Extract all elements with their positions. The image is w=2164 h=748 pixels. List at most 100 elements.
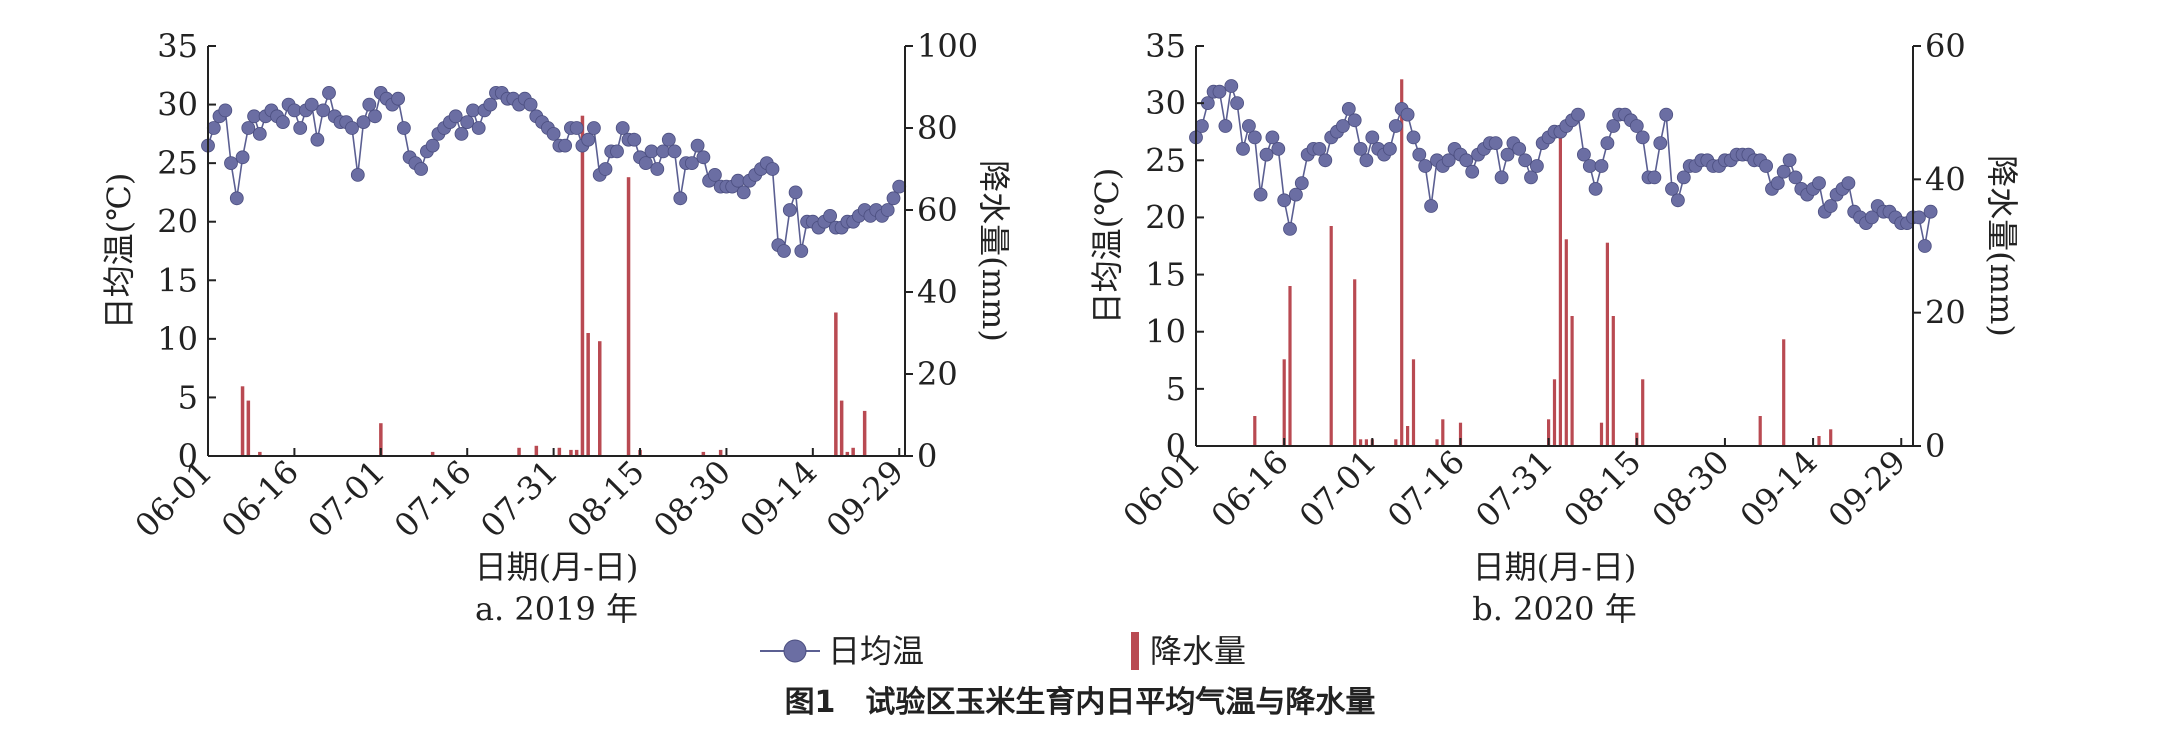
temperature-point bbox=[1359, 153, 1374, 168]
temperature-point bbox=[414, 162, 429, 176]
rain-bar bbox=[1364, 439, 1368, 446]
rain-bar bbox=[580, 115, 585, 456]
rain-bar bbox=[701, 451, 706, 456]
temperature-point bbox=[1647, 170, 1662, 185]
temperature-point bbox=[1500, 147, 1515, 162]
temperature-point bbox=[1776, 164, 1791, 179]
temperature-point bbox=[1823, 199, 1838, 213]
temperature-point bbox=[708, 167, 722, 182]
temperature-point bbox=[1253, 187, 1268, 202]
rain-bar bbox=[1394, 439, 1398, 446]
legend-temp-label: 日均温 bbox=[828, 632, 924, 670]
left-y-tick-label: 5 bbox=[178, 378, 198, 416]
rain-bar bbox=[1611, 316, 1615, 446]
temperature-point bbox=[304, 97, 319, 112]
temperature-point bbox=[1347, 113, 1362, 128]
rain-bar bbox=[1564, 239, 1568, 446]
rain-bar bbox=[1411, 359, 1416, 446]
temperature-point bbox=[673, 191, 688, 206]
rain-bar bbox=[258, 451, 262, 456]
temperature-point bbox=[1388, 119, 1403, 133]
panel-label: b. 2020 年 bbox=[1472, 590, 1636, 628]
temperature-point bbox=[644, 144, 659, 159]
temperature-point bbox=[1365, 130, 1380, 145]
temperature-point bbox=[1236, 141, 1250, 156]
temperature-point bbox=[287, 103, 302, 118]
temperature-point bbox=[1424, 199, 1438, 213]
rain-bar bbox=[1253, 416, 1257, 446]
rain-bar bbox=[1758, 416, 1762, 446]
legend-temp-marker-icon bbox=[783, 639, 807, 663]
temperature-point bbox=[252, 126, 267, 141]
left-y-tick-label: 10 bbox=[1145, 313, 1186, 351]
temperature-point bbox=[650, 162, 665, 176]
rain-bar bbox=[1288, 286, 1292, 446]
temperature-point bbox=[782, 203, 797, 217]
left-y-tick-label: 15 bbox=[157, 261, 198, 299]
temperature-point bbox=[1265, 130, 1280, 145]
temperature-point bbox=[1812, 176, 1826, 191]
right-y-tick-label: 60 bbox=[917, 191, 958, 229]
temperature-point bbox=[1341, 102, 1356, 116]
rain-bar bbox=[517, 447, 521, 456]
temperature-point bbox=[1588, 181, 1603, 196]
right-y-tick-label: 0 bbox=[917, 437, 937, 475]
right-y-tick-label: 100 bbox=[917, 27, 978, 65]
temperature-point bbox=[368, 109, 382, 124]
temperature-point bbox=[1512, 141, 1527, 156]
rain-bar bbox=[534, 445, 539, 457]
temperature-point bbox=[275, 115, 290, 129]
left-y-tick-label: 35 bbox=[1145, 27, 1186, 65]
temperature-point bbox=[471, 121, 486, 135]
temperature-point bbox=[448, 109, 463, 124]
left-y-tick-label: 5 bbox=[1166, 370, 1186, 408]
temperature-point bbox=[229, 191, 244, 206]
temperature-point bbox=[396, 121, 411, 135]
temperature-point bbox=[1577, 147, 1591, 162]
temperature-point bbox=[362, 97, 377, 112]
temperature-point bbox=[1582, 159, 1597, 173]
temperature-point bbox=[685, 156, 699, 171]
legend-rain-label: 降水量 bbox=[1150, 632, 1246, 670]
temperature-point bbox=[460, 115, 475, 129]
temperature-point bbox=[1294, 176, 1309, 191]
temperature-point bbox=[823, 208, 837, 223]
temperature-point bbox=[1912, 210, 1926, 225]
left-y-tick-label: 20 bbox=[1145, 198, 1186, 236]
temperature-point bbox=[1759, 159, 1773, 173]
temperature-point bbox=[1571, 107, 1585, 122]
left-y-axis-title: 日均温(℃) bbox=[100, 173, 138, 330]
temperature-point bbox=[546, 126, 561, 141]
temperature-point bbox=[1412, 147, 1427, 162]
temperature-point bbox=[1530, 159, 1544, 173]
temperature-point bbox=[1841, 176, 1856, 191]
temperature-point bbox=[1418, 159, 1433, 173]
rain-bar bbox=[557, 447, 562, 456]
temperature-point bbox=[627, 132, 642, 147]
left-y-tick-label: 30 bbox=[1145, 84, 1186, 122]
temperature-point bbox=[656, 144, 670, 159]
temperature-point bbox=[1635, 130, 1650, 145]
temperature-point bbox=[1283, 221, 1297, 236]
left-y-tick-label: 0 bbox=[1166, 427, 1186, 465]
legend-rain-bar-icon bbox=[1131, 632, 1139, 670]
left-y-axis-title: 日均温(℃) bbox=[1088, 168, 1126, 325]
temperature-point bbox=[310, 132, 325, 147]
rain-bar bbox=[1353, 279, 1357, 446]
temperature-point bbox=[1676, 170, 1691, 185]
temperature-point bbox=[1259, 147, 1274, 162]
rain-bar bbox=[1329, 226, 1333, 446]
rain-bar bbox=[1641, 379, 1645, 446]
right-y-tick-label: 40 bbox=[917, 273, 958, 311]
rain-bar bbox=[430, 451, 435, 456]
temperature-point bbox=[1465, 164, 1480, 179]
temperature-point bbox=[1224, 79, 1239, 93]
rain-bar bbox=[862, 410, 867, 456]
temperature-point bbox=[1271, 141, 1286, 156]
left-y-tick-label: 0 bbox=[178, 437, 198, 475]
temperature-point bbox=[1770, 176, 1785, 191]
rain-bar bbox=[598, 341, 602, 456]
temperature-point bbox=[483, 97, 498, 112]
temperature-point bbox=[1671, 193, 1685, 208]
temperature-point bbox=[558, 138, 572, 153]
